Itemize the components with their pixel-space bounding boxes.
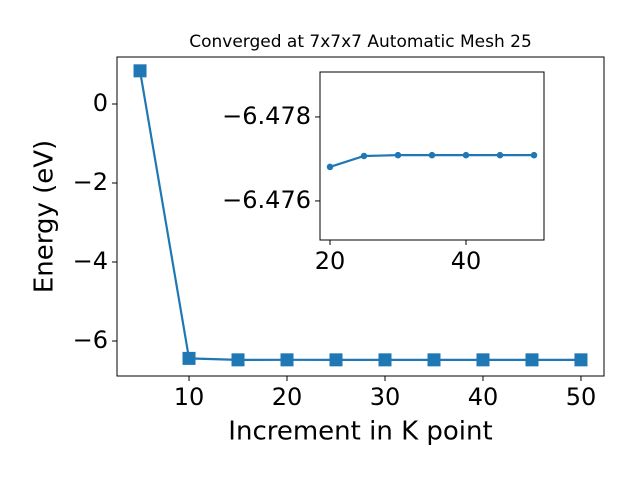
marker (360, 152, 368, 160)
marker (394, 151, 402, 159)
marker (231, 353, 245, 367)
chart-title: Converged at 7x7x7 Automatic Mesh 25 (189, 32, 532, 52)
marker (427, 353, 441, 367)
x-tick-label: 40 (468, 383, 499, 411)
marker (496, 151, 504, 159)
y-tick-label: −2 (73, 168, 108, 196)
inset-chart: 20 40 −6.478 −6.476 (222, 71, 545, 275)
marker (280, 353, 294, 367)
marker (326, 163, 334, 171)
marker (525, 353, 539, 367)
y-axis-label: Energy (eV) (30, 140, 60, 293)
x-tick-label: 40 (451, 247, 482, 275)
y-tick-label: −6 (73, 326, 108, 354)
x-axis-label: Increment in K point (228, 417, 492, 447)
marker (133, 64, 147, 78)
y-tick-label: −6.476 (222, 186, 311, 214)
x-tick-label: 20 (315, 247, 346, 275)
x-tick-label: 30 (370, 383, 401, 411)
y-tick-label: −4 (73, 247, 108, 275)
marker (462, 151, 470, 159)
marker (378, 353, 392, 367)
marker (476, 353, 490, 367)
y-tick-label: −6.478 (222, 102, 311, 130)
x-tick-label: 50 (566, 383, 597, 411)
marker (182, 351, 196, 365)
x-tick-label: 10 (174, 383, 205, 411)
marker (329, 353, 343, 367)
marker (574, 353, 588, 367)
series-line (138, 70, 581, 361)
marker (428, 151, 436, 159)
x-tick-label: 20 (272, 383, 303, 411)
y-tick-label: 0 (93, 89, 108, 117)
marker (530, 151, 538, 159)
